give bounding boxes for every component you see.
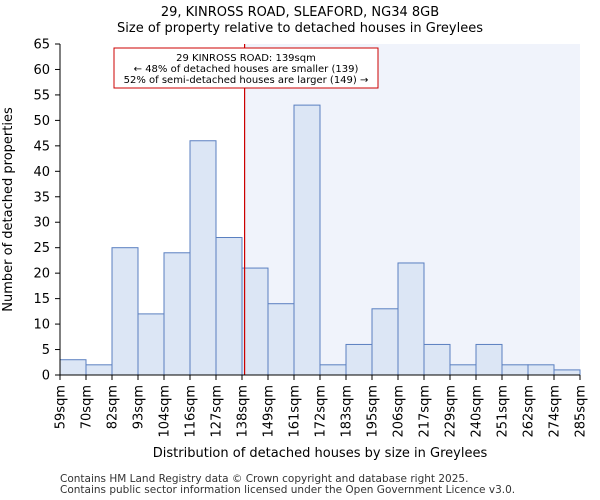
footer-line: Contains public sector information licen… <box>60 484 516 496</box>
y-tick-label: 30 <box>33 216 50 231</box>
x-tick-label: 285sqm <box>574 385 589 438</box>
marker-annotation: 29 KINROSS ROAD: 139sqm ← 48% of detache… <box>113 47 379 89</box>
y-tick-label: 65 <box>33 38 50 53</box>
y-tick-label: 5 <box>42 343 50 358</box>
x-tick-label: 251sqm <box>496 385 511 438</box>
histogram-bar <box>319 364 347 376</box>
x-tick-label: 149sqm <box>262 385 277 438</box>
x-axis-label: Distribution of detached houses by size … <box>153 446 488 461</box>
x-tick-label: 183sqm <box>340 385 355 438</box>
histogram-bar <box>345 343 373 376</box>
y-tick-label: 20 <box>33 267 50 282</box>
y-tick-label: 15 <box>33 292 50 307</box>
y-tick-label: 60 <box>33 63 50 78</box>
histogram-bar <box>163 252 191 376</box>
histogram-bar <box>475 343 503 376</box>
x-tick-label: 127sqm <box>210 385 225 438</box>
x-tick-label: 70sqm <box>80 385 95 429</box>
x-tick-label: 82sqm <box>106 385 121 429</box>
histogram-bar <box>137 313 165 376</box>
histogram-bar <box>293 104 321 376</box>
footer-line: Contains HM Land Registry data © Crown c… <box>60 473 469 485</box>
x-tick-label: 262sqm <box>522 385 537 438</box>
chart-subtitle: Size of property relative to detached ho… <box>117 21 483 36</box>
x-tick-label: 240sqm <box>470 385 485 438</box>
x-tick-label: 104sqm <box>158 385 173 438</box>
y-tick-label: 50 <box>33 114 50 129</box>
x-tick-label: 274sqm <box>548 385 563 438</box>
histogram-bar <box>59 359 87 376</box>
histogram-bar <box>527 364 555 376</box>
histogram-bar <box>501 364 529 376</box>
chart-title: 29, KINROSS ROAD, SLEAFORD, NG34 8GB <box>160 5 440 20</box>
y-tick-label: 45 <box>33 139 50 154</box>
x-tick-label: 161sqm <box>288 385 303 438</box>
histogram-bar <box>189 140 217 376</box>
x-tick-label: 172sqm <box>314 385 329 438</box>
x-tick-label: 138sqm <box>236 385 251 438</box>
histogram-bar <box>111 247 139 376</box>
histogram-bar <box>423 343 451 376</box>
histogram-bar <box>85 364 113 376</box>
annotation-line: 29 KINROSS ROAD: 139sqm <box>176 53 316 64</box>
y-axis-label: Number of detached properties <box>1 107 16 312</box>
histogram-bar <box>397 262 425 376</box>
histogram-bar <box>553 369 581 376</box>
x-tick-label: 229sqm <box>444 385 459 438</box>
y-tick-label: 40 <box>33 165 50 180</box>
x-tick-label: 93sqm <box>132 385 147 429</box>
y-tick-label: 10 <box>33 318 50 333</box>
y-tick-label: 55 <box>33 88 50 103</box>
y-tick-label: 35 <box>33 190 50 205</box>
annotation-line: 52% of semi-detached houses are larger (… <box>124 75 369 86</box>
histogram-bar <box>449 364 477 376</box>
x-tick-label: 195sqm <box>366 385 381 438</box>
annotation-line: ← 48% of detached houses are smaller (13… <box>134 64 359 75</box>
annotation-box <box>113 47 379 89</box>
x-tick-label: 59sqm <box>54 385 69 429</box>
x-tick-label: 217sqm <box>418 385 433 438</box>
histogram-bar <box>371 308 399 376</box>
histogram-bar <box>215 237 243 376</box>
histogram-bar <box>267 303 295 376</box>
x-tick-label: 206sqm <box>392 385 407 438</box>
x-tick-label: 116sqm <box>184 385 199 438</box>
y-tick-label: 25 <box>33 241 50 256</box>
y-tick-label: 0 <box>42 369 50 384</box>
histogram-bar <box>241 267 269 376</box>
